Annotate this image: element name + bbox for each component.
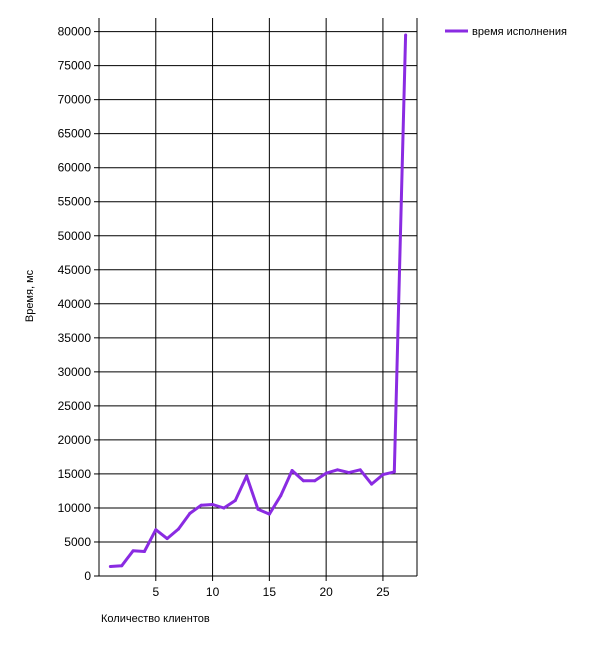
y-tick-label: 15000	[58, 467, 92, 481]
data-point	[290, 469, 294, 473]
data-point	[347, 471, 351, 475]
data-point	[313, 479, 317, 483]
x-axis-title: Количество клиентов	[101, 613, 210, 625]
data-point	[301, 479, 305, 483]
data-point	[154, 528, 158, 532]
data-point	[188, 511, 192, 515]
data-point	[404, 33, 408, 37]
x-tick-labels: 5 10 15 20 25	[152, 585, 389, 599]
grid-lines	[99, 18, 417, 576]
data-point	[245, 474, 249, 478]
axes	[94, 18, 418, 581]
x-tick-label: 25	[376, 585, 390, 599]
data-point	[199, 503, 203, 507]
data-point	[222, 506, 226, 510]
y-tick-label: 5000	[64, 535, 91, 549]
y-tick-label: 50000	[58, 229, 92, 243]
y-tick-label: 10000	[58, 501, 92, 515]
series-line	[110, 34, 408, 568]
y-axis-title: Время, мс	[24, 269, 36, 322]
y-tick-label: 25000	[58, 399, 92, 413]
legend-label: время исполнения	[472, 26, 567, 38]
data-point	[256, 507, 260, 511]
y-tick-label: 40000	[58, 297, 92, 311]
y-tick-label: 65000	[58, 127, 92, 141]
series-group	[108, 33, 408, 568]
data-point	[370, 482, 374, 486]
data-point	[336, 468, 339, 472]
data-point	[131, 549, 135, 553]
data-point	[108, 564, 112, 568]
x-tick-label: 10	[206, 585, 220, 599]
x-tick-label: 15	[263, 585, 277, 599]
data-point	[142, 550, 146, 554]
legend: время исполнения	[445, 26, 567, 38]
y-tick-label: 45000	[58, 263, 92, 277]
y-tick-label: 35000	[58, 331, 92, 345]
data-point	[324, 471, 328, 475]
data-point	[279, 494, 283, 498]
data-point	[381, 473, 385, 477]
data-point	[165, 537, 169, 541]
y-tick-label: 80000	[58, 25, 92, 39]
x-tick-label: 20	[319, 585, 333, 599]
data-point	[233, 498, 237, 502]
y-tick-label: 55000	[58, 195, 92, 209]
data-point	[120, 564, 124, 568]
y-tick-labels: 0 5000 10000 15000 20000 25000 30000 35000 40000…	[58, 25, 92, 583]
data-point	[358, 468, 362, 472]
data-point	[392, 470, 396, 474]
data-point	[267, 512, 271, 516]
y-tick-label: 30000	[58, 365, 92, 379]
y-tick-label: 0	[84, 569, 91, 583]
y-tick-label: 70000	[58, 93, 92, 107]
y-tick-label: 20000	[58, 433, 92, 447]
data-point	[177, 527, 180, 531]
y-tick-label: 75000	[58, 59, 92, 73]
y-tick-label: 60000	[58, 161, 92, 175]
x-tick-label: 5	[152, 585, 159, 599]
data-point	[211, 503, 215, 507]
